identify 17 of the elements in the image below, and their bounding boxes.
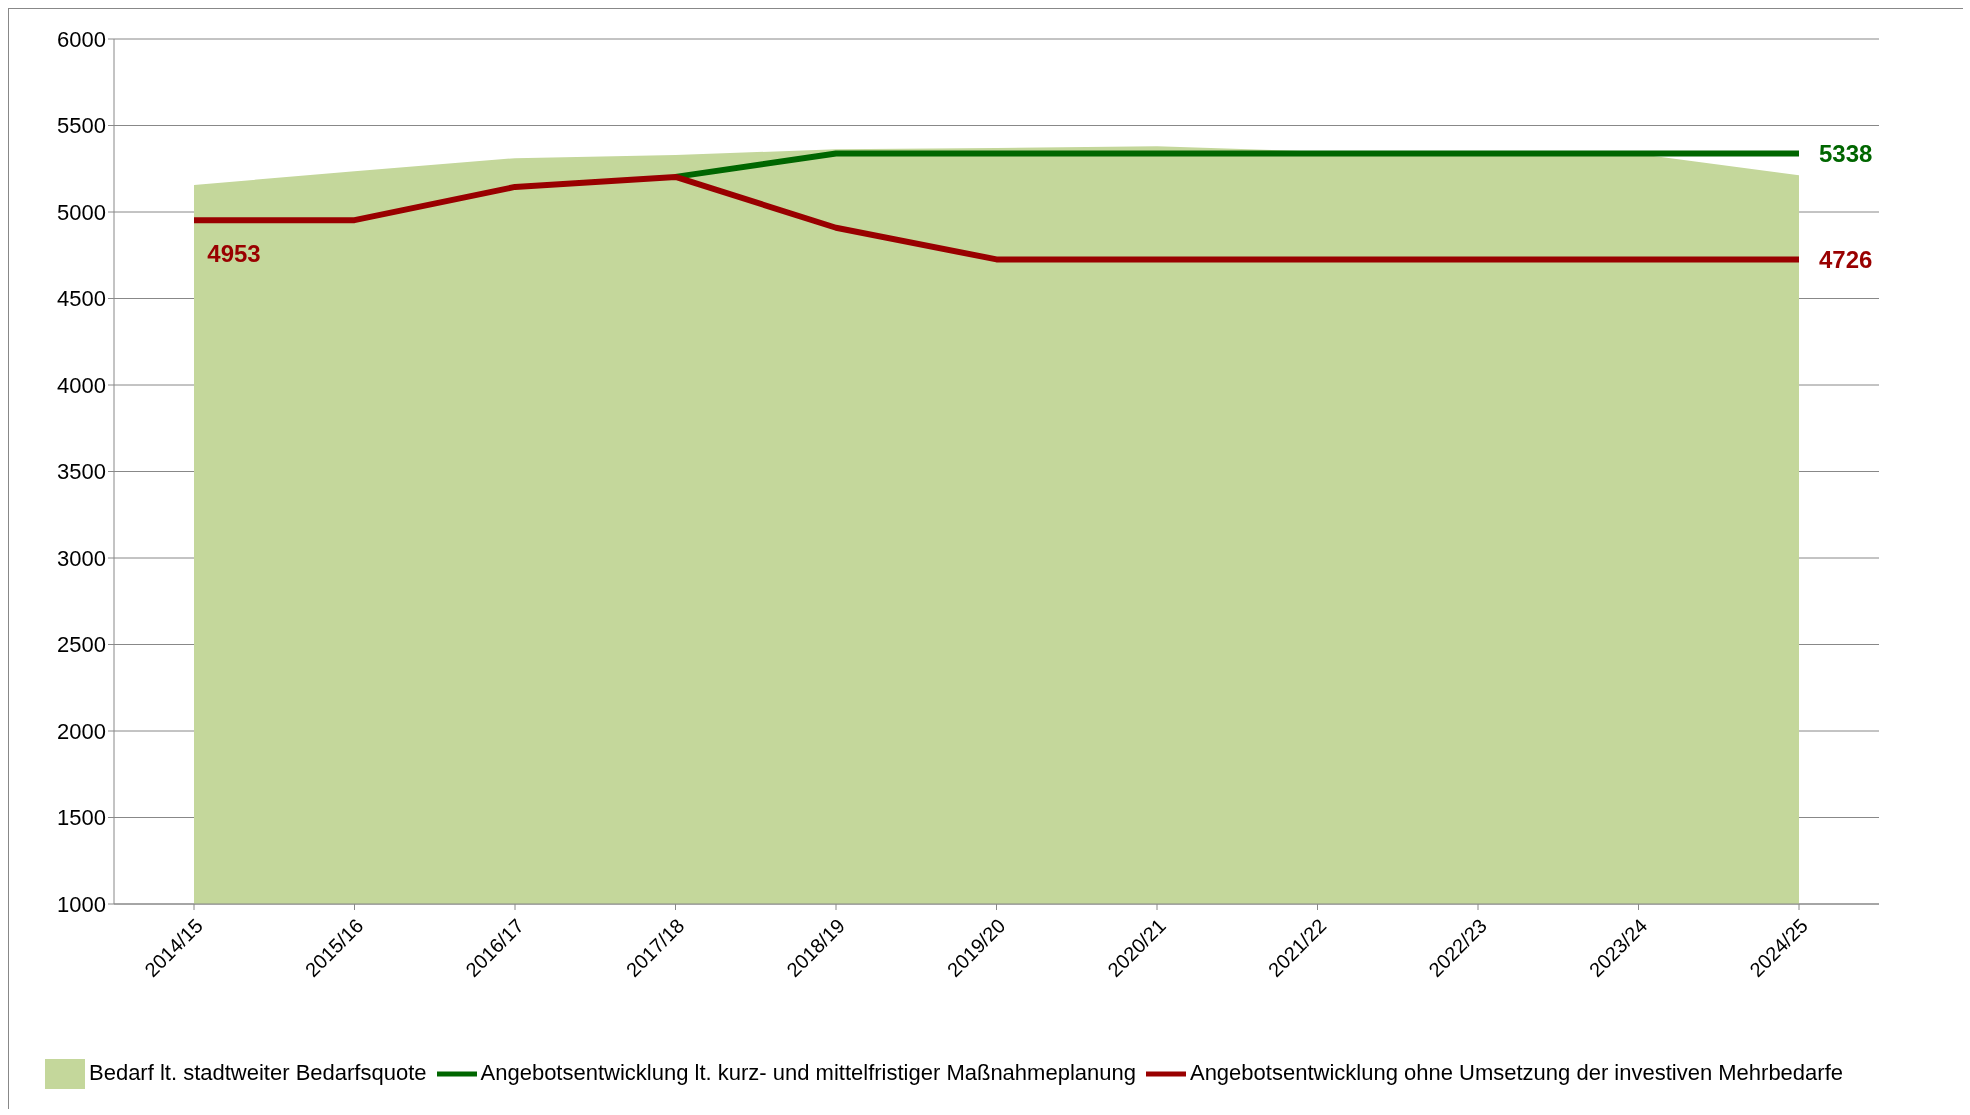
y-tick-label: 5000	[57, 199, 106, 225]
y-tick-label: 3500	[57, 459, 106, 485]
annotation: 4953	[207, 240, 261, 268]
legend-label: Angebotsentwicklung ohne Umsetzung der investiven Mehrbedarfe	[1189, 1059, 1844, 1085]
y-tick-label: 4500	[57, 286, 106, 312]
y-tick-label: 3000	[57, 545, 106, 571]
y-tick-label: 1500	[57, 805, 106, 831]
y-tick-label: 1000	[57, 891, 106, 917]
y-tick-label: 2000	[57, 718, 106, 744]
y-tick-label: 4000	[57, 372, 106, 398]
annotation: 4726	[1819, 245, 1873, 273]
legend-label: Bedarf lt. stadtweiter Bedarfsquote	[88, 1059, 427, 1085]
y-tick-label: 5500	[57, 113, 106, 139]
annotation: 5338	[1819, 140, 1873, 168]
y-tick-label: 2500	[57, 632, 106, 658]
y-tick-label: 6000	[57, 26, 106, 52]
legend-label: Angebotsentwicklung lt. kurz- und mittelfristiger Maßnahmeplanung	[480, 1059, 1136, 1085]
